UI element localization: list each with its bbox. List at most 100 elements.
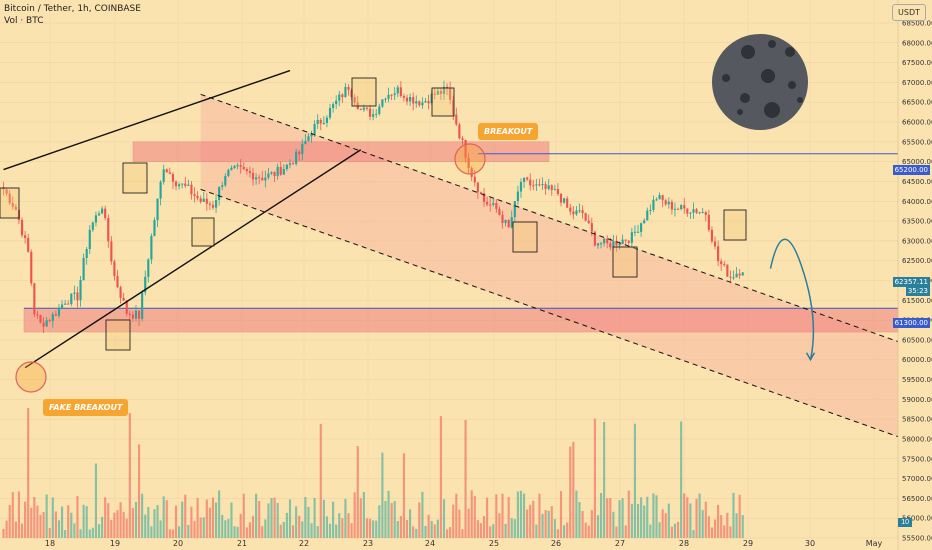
candle-body xyxy=(11,203,14,207)
volume-bar xyxy=(701,510,704,538)
volume-bar xyxy=(310,523,313,538)
moon-icon xyxy=(712,34,808,130)
volume-bar xyxy=(676,521,680,538)
time-tick-label: 25 xyxy=(489,539,499,548)
volume-bar xyxy=(390,503,393,538)
candle-body xyxy=(88,229,91,250)
volume-bar xyxy=(332,501,335,538)
candle-body xyxy=(458,124,461,139)
volume-bar xyxy=(479,523,483,538)
candle-body xyxy=(255,177,258,180)
candle-body xyxy=(424,101,427,103)
candle-body xyxy=(251,172,255,180)
candle-body xyxy=(338,94,341,101)
candle-body xyxy=(676,208,680,210)
fake-breakout-circle xyxy=(15,361,47,393)
candle-body xyxy=(319,119,322,124)
candle-body xyxy=(224,175,227,186)
volume-bar xyxy=(526,509,529,538)
candle-body xyxy=(547,185,550,189)
candle-body xyxy=(141,292,144,319)
currency-button[interactable]: USDT xyxy=(892,4,926,21)
volume-bar xyxy=(181,501,184,538)
candle-body xyxy=(735,273,738,278)
candle-body xyxy=(8,193,11,204)
price-tick-label: 56500.00 xyxy=(902,495,932,503)
volume-bar xyxy=(255,493,258,538)
volume-bar xyxy=(214,502,218,538)
volume-bar xyxy=(717,504,720,538)
lower-level-label: 61300.00 xyxy=(892,318,930,328)
volume-bar xyxy=(190,506,193,538)
price-tick-label: 65000.00 xyxy=(902,158,932,166)
candle-body xyxy=(316,119,319,124)
candle-body xyxy=(94,215,98,223)
candle-body xyxy=(544,184,547,189)
volume-bar xyxy=(698,493,701,538)
candle-body xyxy=(42,322,45,327)
candle-body xyxy=(359,109,362,111)
volume-bar xyxy=(655,495,658,538)
candle-body xyxy=(689,212,692,214)
candle-body xyxy=(202,198,205,202)
volume-bar xyxy=(162,496,165,538)
candle-body xyxy=(14,206,17,210)
volume-bar xyxy=(27,408,30,538)
volume-bar xyxy=(473,496,476,538)
volume-bar xyxy=(236,526,239,538)
candle-body xyxy=(190,184,193,195)
volume-bar xyxy=(328,523,332,538)
candle-body xyxy=(307,136,310,141)
volume-bar xyxy=(476,520,479,538)
trend-lines xyxy=(3,69,899,438)
candle-body xyxy=(449,88,452,100)
volume-bar xyxy=(680,421,683,538)
volume-bar xyxy=(39,514,42,538)
volume-bar xyxy=(304,496,307,538)
candle-body xyxy=(723,264,726,266)
candle-body xyxy=(122,297,125,301)
candle-body xyxy=(381,99,384,107)
volume-bar xyxy=(344,498,347,538)
candle-body xyxy=(495,203,498,209)
candle-body xyxy=(270,172,273,174)
candle-body xyxy=(325,117,329,123)
volume-bar xyxy=(424,525,427,538)
price-tick-label: 63500.00 xyxy=(902,218,932,226)
candle-body xyxy=(218,186,221,201)
volume-bar xyxy=(658,522,661,538)
volume-bar xyxy=(507,497,510,538)
candle-body xyxy=(221,185,224,187)
volume-bar xyxy=(652,493,655,538)
candle-body xyxy=(538,184,541,186)
candle-body xyxy=(661,195,664,201)
candle-body xyxy=(633,231,637,233)
volume-bar xyxy=(196,498,199,538)
candle-body xyxy=(230,167,233,170)
candle-body xyxy=(489,204,492,206)
volume-bar xyxy=(704,501,707,538)
candle-body xyxy=(405,97,409,102)
volume-bar xyxy=(683,493,686,538)
volume-bar xyxy=(449,527,452,538)
volume-bar xyxy=(322,499,325,538)
candle-body xyxy=(344,86,347,98)
volume-bar xyxy=(399,515,402,538)
candle-body xyxy=(701,212,704,214)
volume-bar xyxy=(291,525,295,538)
time-tick-label: 18 xyxy=(45,539,55,548)
volume-bar xyxy=(673,523,677,538)
candle-body xyxy=(30,251,33,284)
volume-bar xyxy=(412,526,415,538)
candle-body xyxy=(615,241,618,246)
candle-body xyxy=(686,208,689,214)
candle-body xyxy=(33,283,36,315)
highlight-box xyxy=(105,319,131,351)
volume-bar xyxy=(707,516,710,538)
volume-bar xyxy=(581,511,584,538)
volume-bar xyxy=(24,501,27,538)
candle-body xyxy=(609,243,612,248)
volume-bar xyxy=(288,499,292,538)
volume-bar xyxy=(199,517,202,538)
